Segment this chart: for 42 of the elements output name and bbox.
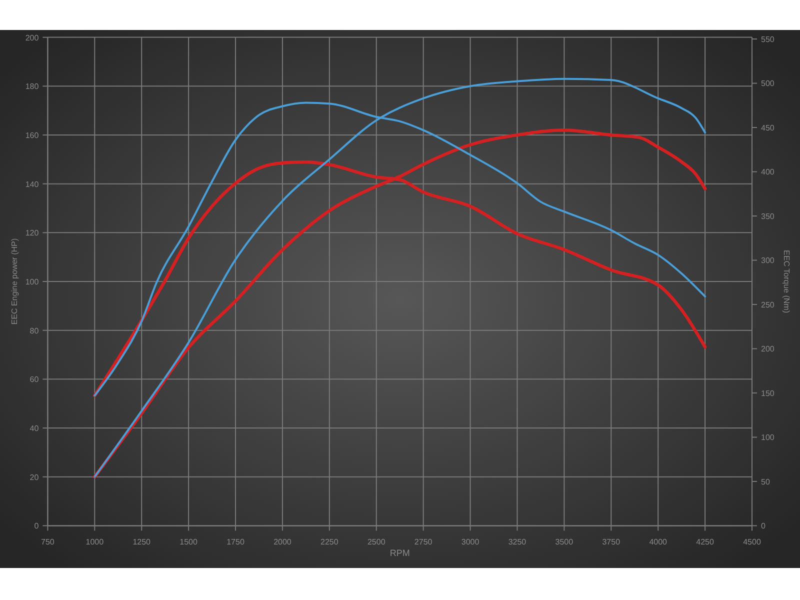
y2-tick-label: 150 bbox=[761, 388, 775, 398]
x-tick-label: 1500 bbox=[180, 538, 198, 547]
x-tick-label: 3250 bbox=[508, 538, 527, 547]
y-tick-label: 80 bbox=[30, 326, 40, 336]
y2-tick-label: 50 bbox=[761, 477, 770, 486]
y-tick-label: 40 bbox=[30, 424, 40, 434]
y-tick-label: 100 bbox=[25, 278, 40, 286]
x-tick-label: 4500 bbox=[743, 538, 762, 547]
y2-axis-title: EEC Torque (Nm) bbox=[782, 250, 791, 314]
x-tick-label: 4250 bbox=[696, 538, 714, 547]
x-tick-label: 2000 bbox=[274, 538, 292, 547]
x-tick-label: 1000 bbox=[86, 538, 104, 547]
y-tick-label: 200 bbox=[25, 33, 40, 42]
x-tick-label: 1750 bbox=[226, 538, 245, 547]
y2-tick-label: 250 bbox=[761, 300, 775, 310]
x-tick-label: 2750 bbox=[414, 538, 433, 547]
x-tick-label: 4000 bbox=[649, 538, 668, 547]
y2-tick-label: 550 bbox=[761, 35, 775, 44]
y-tick-label: 180 bbox=[25, 82, 40, 92]
y-tick-label: 120 bbox=[25, 228, 40, 238]
x-axis-title: RPM bbox=[390, 548, 410, 558]
x-tick-label: 1250 bbox=[132, 538, 152, 547]
x-tick-label: 2500 bbox=[367, 538, 386, 547]
y-tick-label: 20 bbox=[30, 472, 40, 482]
y-tick-label: 140 bbox=[25, 180, 40, 189]
y2-tick-label: 300 bbox=[761, 256, 775, 266]
x-tick-label: 750 bbox=[41, 538, 55, 547]
y-tick-label: 160 bbox=[25, 130, 40, 140]
x-tick-label: 2250 bbox=[320, 538, 339, 547]
y2-tick-label: 500 bbox=[761, 79, 775, 88]
y2-tick-label: 100 bbox=[761, 433, 775, 442]
y-tick-label: 60 bbox=[30, 375, 40, 384]
y2-tick-label: 0 bbox=[761, 522, 766, 531]
y2-tick-label: 400 bbox=[761, 168, 775, 177]
y2-tick-label: 350 bbox=[761, 212, 775, 221]
x-tick-label: 3750 bbox=[602, 538, 621, 547]
y2-tick-label: 200 bbox=[761, 344, 775, 354]
y-tick-label: 0 bbox=[34, 522, 40, 531]
y-axis-title: EEC Engine power (HP) bbox=[10, 238, 19, 325]
y2-tick-label: 450 bbox=[761, 123, 775, 132]
x-tick-label: 3000 bbox=[461, 538, 480, 547]
x-tick-label: 3500 bbox=[555, 538, 574, 547]
